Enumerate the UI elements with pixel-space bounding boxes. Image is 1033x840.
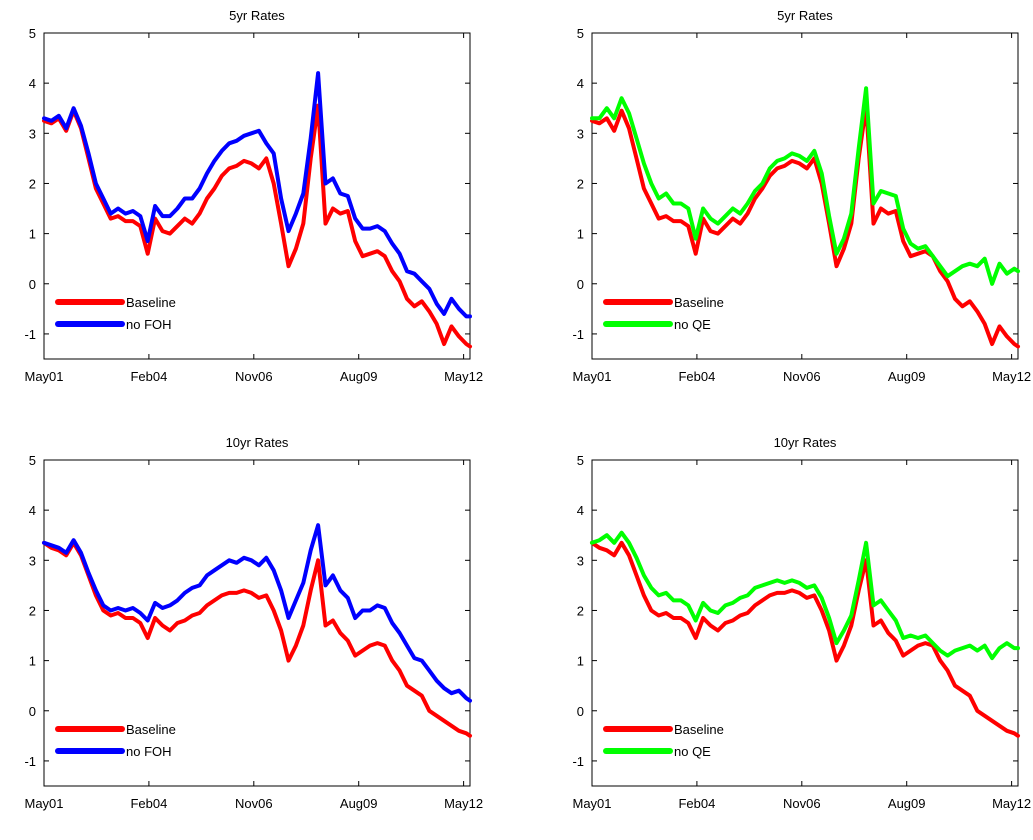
x-tick-label: May12 — [992, 369, 1031, 384]
chart-title: 10yr Rates — [774, 435, 837, 450]
y-tick-label: 4 — [577, 76, 584, 91]
legend-label: Baseline — [126, 722, 176, 737]
y-tick-label: 5 — [577, 26, 584, 41]
y-tick-label: -1 — [24, 754, 36, 769]
chart-4: 10yr Rates -1 0 1 2 3 4 5 May01 Feb04 Nov06 Aug09 Ma… — [572, 435, 1031, 811]
x-tick-label: May01 — [24, 369, 63, 384]
x-tick-label: Feb04 — [130, 369, 167, 384]
series-line-baseline — [590, 103, 1020, 349]
series-line-no-foh — [42, 523, 472, 703]
series-line-baseline — [42, 103, 472, 349]
series-line-no-qe — [590, 530, 1020, 661]
y-tick-label: 1 — [29, 654, 36, 669]
y-tick-label: -1 — [24, 327, 36, 342]
x-tick-label: Feb04 — [130, 796, 167, 811]
legend-label: no FOH — [126, 317, 172, 332]
x-tick-label: May12 — [444, 369, 483, 384]
y-tick-label: 2 — [29, 603, 36, 618]
y-tick-label: 0 — [577, 277, 584, 292]
y-tick-label: 2 — [577, 176, 584, 191]
y-tick-label: 3 — [577, 126, 584, 141]
x-tick-label: Aug09 — [888, 796, 926, 811]
x-tick-label: Aug09 — [888, 369, 926, 384]
legend-label: no QE — [674, 317, 711, 332]
y-tick-label: 5 — [29, 26, 36, 41]
series-line-baseline — [42, 540, 472, 738]
x-tick-label: May12 — [444, 796, 483, 811]
chart-title: 5yr Rates — [229, 8, 285, 23]
x-tick-label: May01 — [572, 369, 611, 384]
x-tick-label: Nov06 — [783, 369, 821, 384]
x-tick-label: Nov06 — [235, 369, 273, 384]
x-tick-label: Feb04 — [678, 369, 715, 384]
series-line-baseline — [590, 540, 1020, 738]
legend-label: no FOH — [126, 744, 172, 759]
plot-frame — [43, 459, 471, 787]
legend-label: no QE — [674, 744, 711, 759]
x-tick-label: May12 — [992, 796, 1031, 811]
y-tick-label: 2 — [29, 176, 36, 191]
x-tick-label: Nov06 — [783, 796, 821, 811]
y-tick-label: 4 — [29, 76, 36, 91]
chart-title: 10yr Rates — [226, 435, 289, 450]
y-tick-label: 5 — [29, 453, 36, 468]
y-tick-label: 0 — [577, 704, 584, 719]
y-tick-label: 1 — [29, 227, 36, 242]
series-line-no-foh — [42, 71, 472, 319]
chart-panel-4: 10yr Rates -1 0 1 2 3 4 5 May01 Feb04 Nov06 Aug09 Ma… — [548, 427, 1033, 840]
legend-label: Baseline — [126, 295, 176, 310]
plot-frame — [43, 32, 471, 360]
y-tick-label: -1 — [572, 754, 584, 769]
chart-panel-3: 10yr Rates -1 0 1 2 3 4 5 May01 Feb04 Nov06 Aug09 Ma… — [0, 427, 485, 840]
chart-title: 5yr Rates — [777, 8, 833, 23]
plot-frame — [591, 459, 1019, 787]
legend-label: Baseline — [674, 295, 724, 310]
y-tick-label: 1 — [577, 227, 584, 242]
y-tick-label: 4 — [577, 503, 584, 518]
y-tick-label: 3 — [577, 553, 584, 568]
y-tick-label: 5 — [577, 453, 584, 468]
y-tick-label: 0 — [29, 704, 36, 719]
y-tick-label: 1 — [577, 654, 584, 669]
series-line-no-qe — [590, 86, 1020, 286]
chart-panel-2: 5yr Rates -1 0 1 2 3 4 5 May01 Feb04 Nov06 Aug09 May… — [548, 0, 1033, 413]
plot-frame — [591, 32, 1019, 360]
y-tick-label: -1 — [572, 327, 584, 342]
x-tick-label: Aug09 — [340, 369, 378, 384]
x-tick-label: May01 — [572, 796, 611, 811]
x-tick-label: Nov06 — [235, 796, 273, 811]
chart-panel-1: 5yr Rates -1 0 1 2 3 4 5 May01 Feb04 Nov06 Aug09 May… — [0, 0, 485, 413]
y-tick-label: 3 — [29, 126, 36, 141]
y-tick-label: 3 — [29, 553, 36, 568]
y-tick-label: 0 — [29, 277, 36, 292]
x-tick-label: Aug09 — [340, 796, 378, 811]
y-tick-label: 2 — [577, 603, 584, 618]
chart-3: 10yr Rates -1 0 1 2 3 4 5 May01 Feb04 Nov06 Aug09 Ma… — [24, 435, 483, 811]
chart-1: 5yr Rates -1 0 1 2 3 4 5 May01 Feb04 Nov06 Aug09 May… — [24, 8, 483, 384]
x-tick-label: Feb04 — [678, 796, 715, 811]
chart-2: 5yr Rates -1 0 1 2 3 4 5 May01 Feb04 Nov06 Aug09 May… — [572, 8, 1031, 384]
y-tick-label: 4 — [29, 503, 36, 518]
legend-label: Baseline — [674, 722, 724, 737]
x-tick-label: May01 — [24, 796, 63, 811]
